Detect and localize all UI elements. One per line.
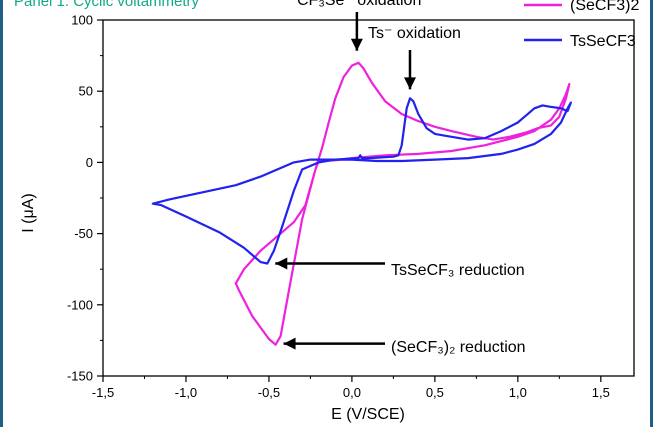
x-tick-label: 0,5 — [426, 385, 444, 400]
x-axis-title: E (V/SCE) — [331, 406, 405, 423]
x-tick-label: -1,0 — [175, 385, 197, 400]
y-tick-label: 0 — [86, 155, 93, 170]
y-tick-label: 100 — [71, 13, 93, 28]
arrow-tssecf3-reduction — [275, 257, 385, 270]
x-tick-label: -0,5 — [258, 385, 280, 400]
series-line-secf3-2 — [234, 61, 571, 346]
y-tick-label: -50 — [74, 226, 93, 241]
annotation-secf3-2-reduction: (SeCF₃)₂ reduction — [391, 339, 526, 356]
y-tick-label: -150 — [67, 369, 93, 384]
y-tick-label: 50 — [79, 84, 93, 99]
x-tick-label: 1,0 — [509, 385, 527, 400]
arrow-secf3-2-reduction — [283, 337, 385, 350]
annotation-ts-oxidation: Ts⁻ oxidation — [368, 25, 461, 42]
series-line-tssecf3 — [151, 97, 572, 265]
arrow-ts-oxidation — [403, 50, 416, 90]
x-tick-label: -1,5 — [92, 385, 114, 400]
arrow-cf3se-oxidation — [350, 12, 363, 51]
legend-label-secf3-2: (SeCF3)2 — [570, 0, 639, 14]
annotation-tssecf3-reduction: TsSeCF₃ reduction — [391, 262, 525, 279]
plot-frame — [102, 19, 635, 377]
x-tick-label: 0,0 — [343, 385, 361, 400]
legend-label-tssecf3: TsSeCF3 — [570, 33, 636, 50]
legend: (SeCF3)2 TsSeCF3 — [524, 0, 639, 50]
panel-title: Panel 1: Cyclic voltammetry — [14, 0, 200, 10]
y-tick-label: -100 — [67, 297, 93, 312]
annotation-cf3se-oxidation: CF₃Se⁻ oxidation — [297, 0, 421, 9]
y-axis-title: I (μA) — [20, 193, 37, 232]
x-tick-label: 1,5 — [592, 385, 610, 400]
